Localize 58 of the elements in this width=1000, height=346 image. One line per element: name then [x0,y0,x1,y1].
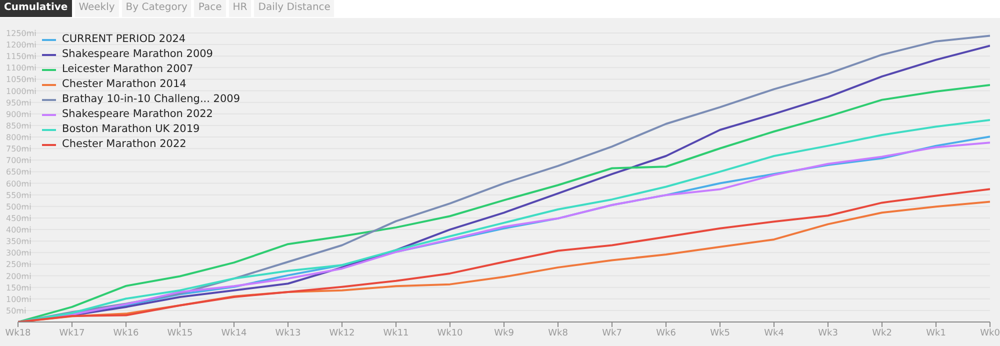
y-tick-label: 1000mi [6,86,36,96]
y-tick-label: 850mi [6,121,32,130]
y-tick-label: 1150mi [6,52,36,62]
y-tick-label: 1100mi [6,64,36,73]
y-tick-label: 150mi [6,283,32,292]
text: By Category [122,0,192,17]
y-tick-label: 50mi [6,306,26,316]
y-tick-label: 350mi [6,237,32,246]
y-tick-label: 1050mi [6,75,36,84]
x-tick-label: Wk10 [437,328,464,338]
y-tick-label: 900mi [6,110,32,119]
x-tick-label: Wk13 [275,328,301,338]
text: Daily Distance [254,0,334,17]
text: HR [228,0,252,17]
y-tick-label: 1200mi [6,40,36,50]
x-tick-label: Wk12 [329,328,355,338]
x-tick-label: Wk2 [872,328,892,338]
legend-label: Leicester Marathon 2007 [62,62,194,77]
x-tick-label: Wk6 [656,328,676,338]
y-tick-label: 250mi [6,260,32,270]
x-tick-label: Wk3 [818,328,838,338]
x-tick-label: Wk18 [5,328,32,338]
legend-label: Shakespeare Marathon 2009 [62,47,213,62]
legend-label: Brathay 10-in-10 Challeng... 2009 [62,92,240,107]
legend-label: Chester Marathon 2022 [62,137,186,152]
x-tick-label: Wk14 [221,328,248,338]
x-tick-label: Wk17 [59,328,85,338]
text: Weekly [74,0,119,17]
x-tick-label: Wk1 [926,328,946,338]
x-tick-label: Wk7 [602,328,622,338]
x-tick-label: Wk15 [167,328,193,338]
text: Pace [194,0,226,17]
x-tick-label: Wk0 [980,328,1000,338]
x-tick-label: Wk5 [710,328,730,338]
x-tick-label: Wk8 [548,328,568,338]
legend-label: Boston Marathon UK 2019 [62,122,200,137]
x-tick-label: Wk11 [383,328,409,338]
y-tick-label: 800mi [6,133,32,142]
x-tick-label: Wk16 [113,328,140,338]
y-tick-label: 950mi [6,98,32,108]
y-tick-label: 1250mi [6,29,36,38]
y-tick-label: 600mi [6,179,32,188]
x-tick-label: Wk4 [764,328,784,338]
y-tick-label: 300mi [6,248,32,258]
y-tick-label: 550mi [6,190,32,200]
y-tick-label: 750mi [6,144,32,154]
legend-label: CURRENT PERIOD 2024 [62,32,186,47]
y-tick-label: 650mi [6,168,32,177]
y-tick-label: 700mi [6,156,32,166]
y-tick-label: 500mi [6,202,32,212]
y-tick-label: 450mi [6,214,32,223]
legend-label: Shakespeare Marathon 2022 [62,107,213,122]
legend-label: Chester Marathon 2014 [62,77,186,92]
y-tick-label: 400mi [6,226,32,235]
y-tick-label: 100mi [6,294,32,304]
text: Cumulative [0,0,72,17]
y-tick-label: 200mi [6,272,32,281]
x-tick-label: Wk9 [494,328,514,338]
